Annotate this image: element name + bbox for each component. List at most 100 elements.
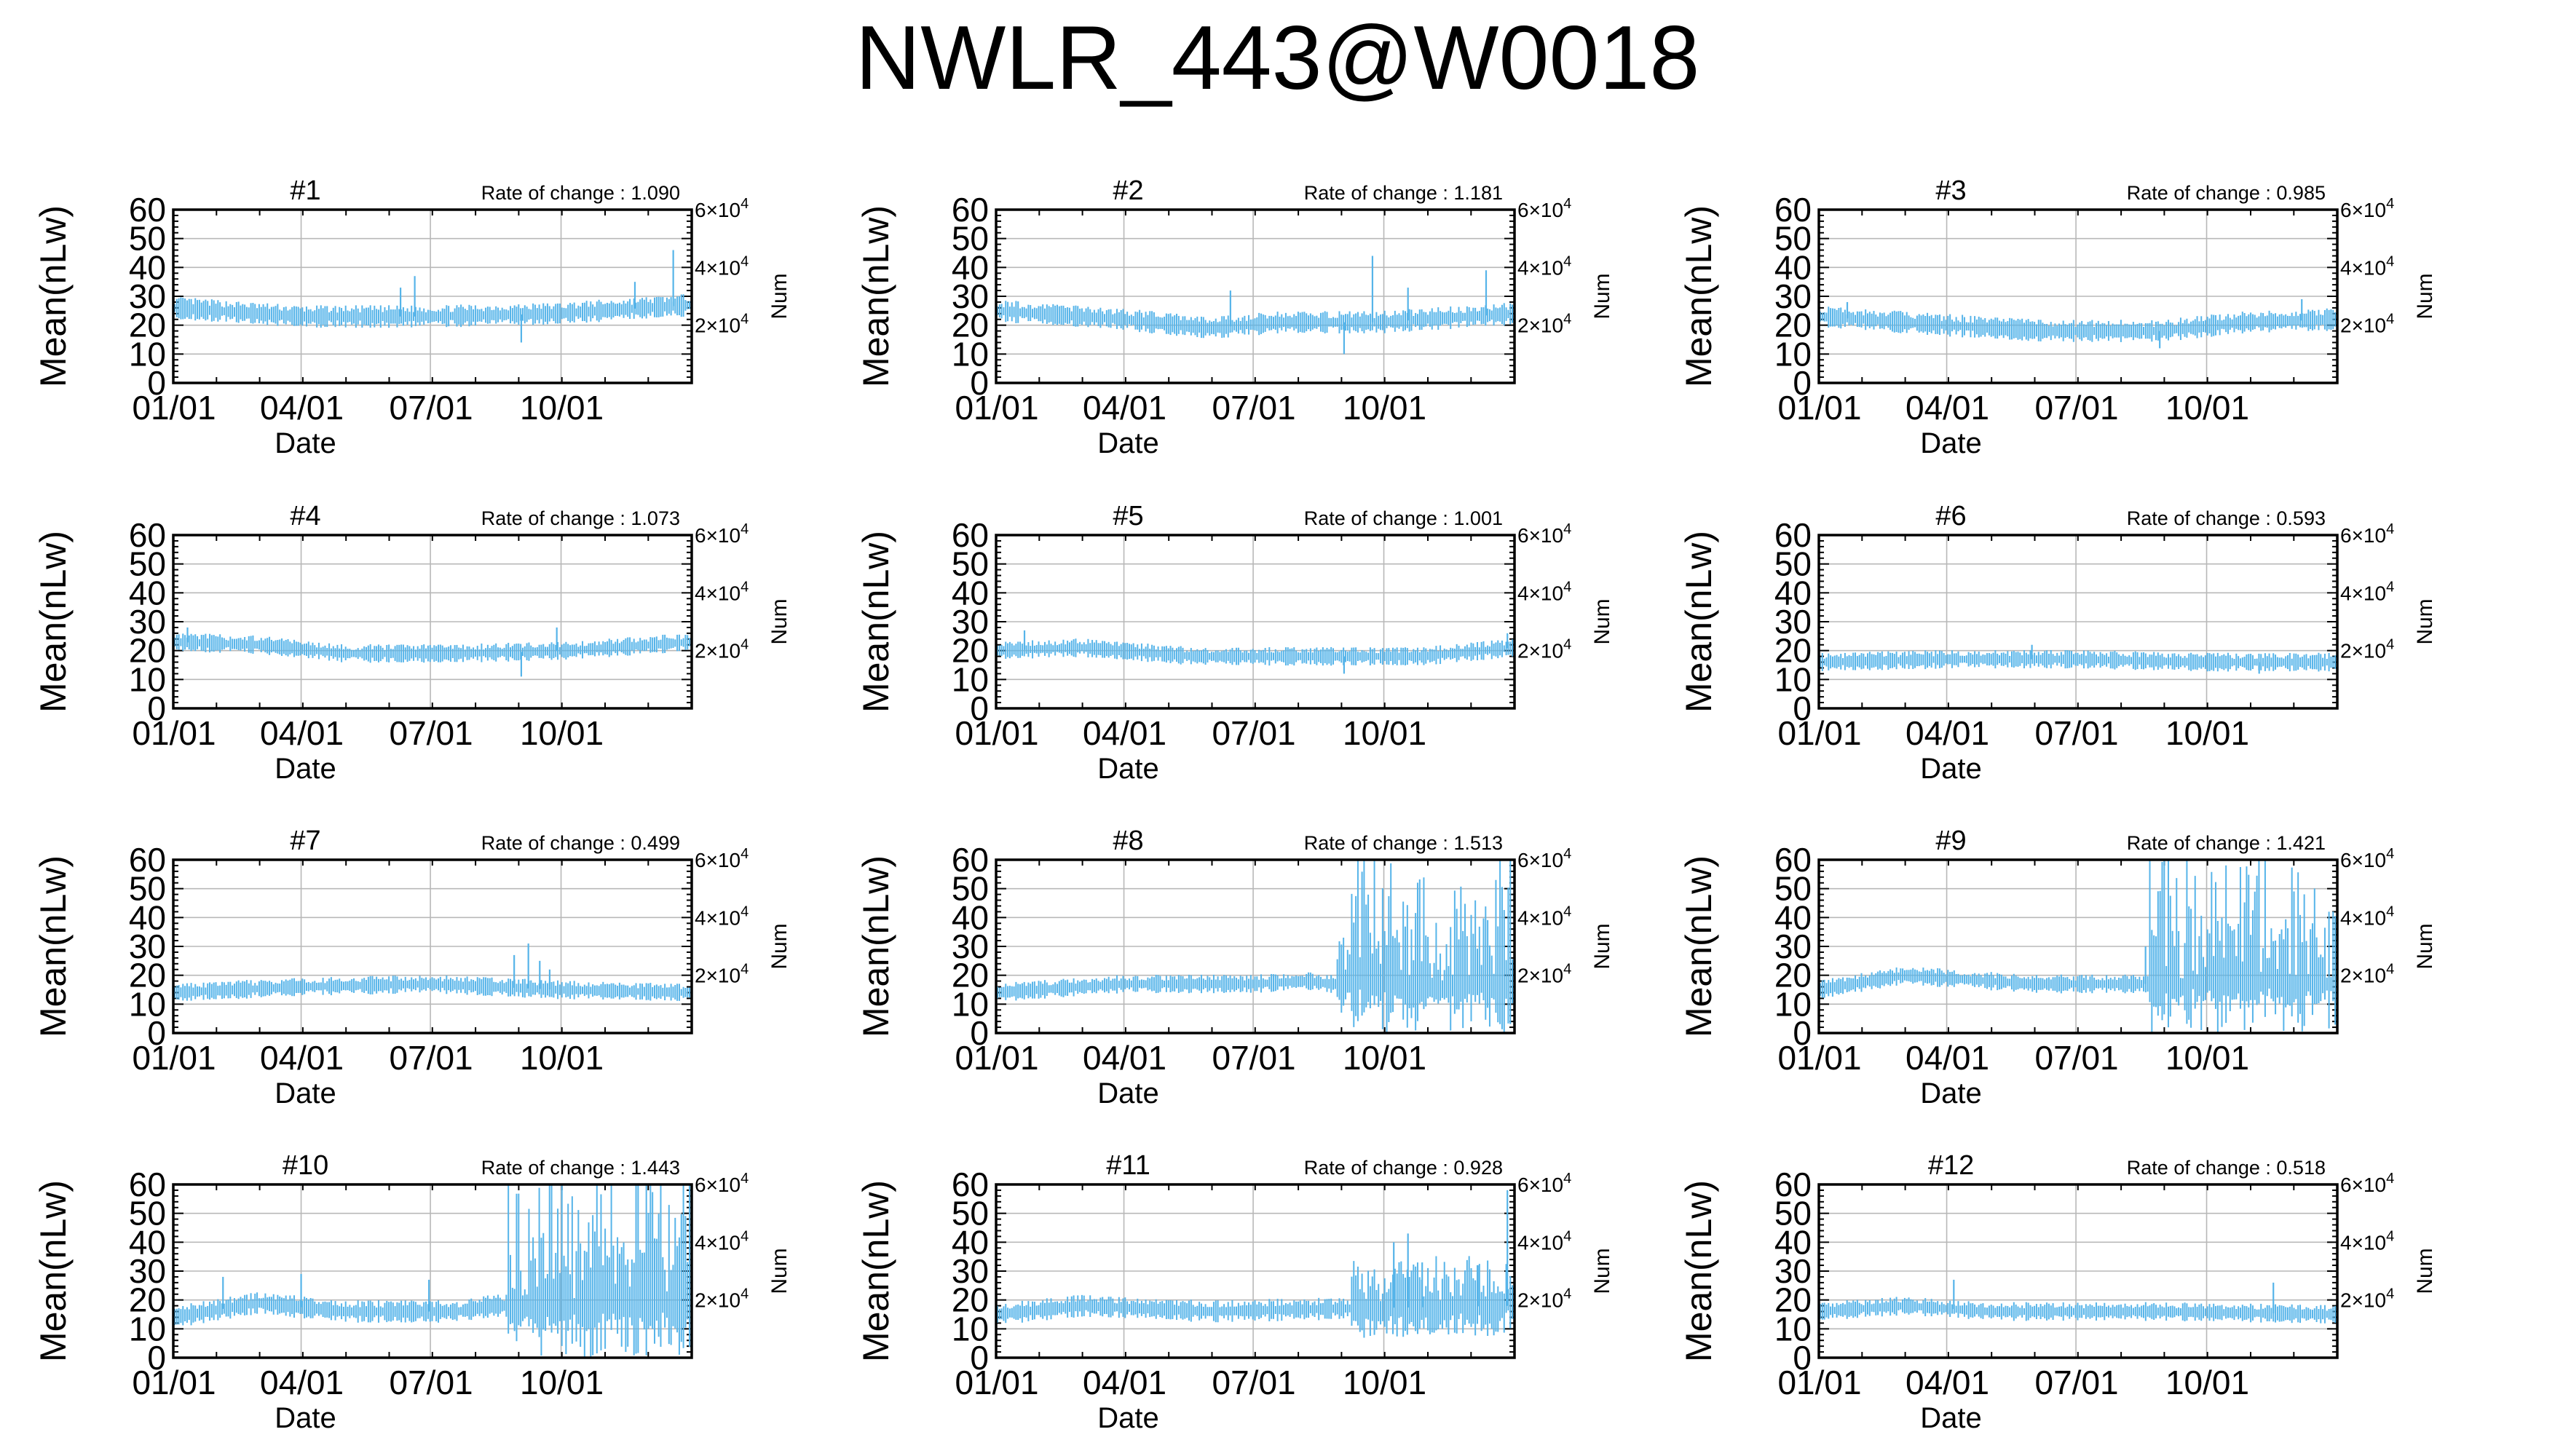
y2-axis-label: Num [767, 923, 791, 969]
y-tick-label: 20 [129, 632, 166, 670]
y2-axis-label: Num [2413, 273, 2437, 319]
y-tick-label: 60 [1774, 1166, 1812, 1203]
y2-tick-label: 2×104 [2340, 312, 2394, 337]
plot-frame [1817, 1183, 2339, 1359]
y-tick-label: 10 [1774, 335, 1812, 373]
series-mean [1819, 1279, 2338, 1324]
y-axis-label: Mean(nLw) [1678, 531, 1719, 713]
y2-tick-label: 6×104 [2340, 196, 2394, 221]
figure-title: NWLR_443@W0018 [855, 8, 1700, 108]
y2-axis-label: Num [2413, 923, 2437, 969]
y-tick-label: 0 [1793, 364, 1812, 402]
y-tick-label: 10 [1774, 660, 1812, 698]
y-tick-label: 20 [129, 957, 166, 994]
y-tick-label: 20 [952, 306, 989, 344]
y2-tick-label: 2×104 [695, 637, 749, 662]
y2-tick-label: 2×104 [695, 312, 749, 337]
y2-axis-label: Num [1590, 1248, 1614, 1294]
plot-frame [172, 208, 693, 384]
y-tick-label: 30 [952, 1252, 989, 1290]
y2-tick-label: 2×104 [695, 1286, 749, 1312]
y2-axis-label: Num [1590, 598, 1614, 644]
y-tick-label: 60 [129, 1166, 166, 1203]
y-tick-label: 10 [952, 335, 989, 373]
y-tick-label: 30 [952, 603, 989, 641]
x-axis-label: Date [1920, 427, 1982, 459]
y2-tick-label: 4×104 [695, 903, 749, 929]
y-tick-label: 10 [129, 335, 166, 373]
y-tick-label: 50 [952, 220, 989, 258]
y-tick-label: 20 [952, 1281, 989, 1319]
x-tick-label: 07/01 [390, 389, 473, 427]
y-tick-label: 60 [129, 191, 166, 229]
y2-axis-label: Num [767, 1248, 791, 1294]
y2-tick-label: 4×104 [2340, 579, 2394, 604]
y2-axis-label: Num [1590, 923, 1614, 969]
y2-tick-label: 2×104 [1517, 962, 1571, 987]
y-tick-label: 30 [1774, 1252, 1812, 1290]
x-tick-label: 01/01 [1777, 389, 1861, 427]
y-tick-label: 50 [952, 870, 989, 908]
series-mean [996, 860, 1515, 1033]
y-tick-label: 60 [952, 516, 989, 554]
y-tick-label: 50 [129, 1195, 166, 1233]
y2-tick-label: 6×104 [695, 196, 749, 221]
series-mean [173, 627, 692, 677]
y-tick-label: 30 [952, 927, 989, 965]
panel-title: #1 [290, 175, 320, 206]
x-tick-label: 07/01 [2035, 1039, 2119, 1077]
y2-tick-label: 6×104 [695, 1171, 749, 1196]
y-tick-label: 30 [129, 927, 166, 965]
x-tick-label: 07/01 [2035, 389, 2119, 427]
y-tick-label: 40 [129, 898, 166, 936]
x-tick-label: 01/01 [955, 389, 1038, 427]
y-tick-label: 60 [1774, 841, 1812, 879]
x-tick-label: 01/01 [955, 1364, 1038, 1401]
y2-axis-label: Num [767, 273, 791, 319]
y-tick-label: 10 [1774, 985, 1812, 1023]
y-axis-label: Mean(nLw) [1678, 205, 1719, 387]
panel-title: #6 [1935, 501, 1966, 531]
rate-of-change: Rate of change : 0.593 [2127, 507, 2326, 529]
rate-of-change: Rate of change : 0.985 [2127, 182, 2326, 204]
series-mean [1819, 298, 2338, 349]
x-tick-label: 01/01 [955, 1039, 1038, 1077]
y2-tick-label: 4×104 [695, 253, 749, 279]
y-tick-label: 10 [129, 1310, 166, 1348]
y-tick-label: 10 [129, 985, 166, 1023]
y-tick-label: 40 [129, 1223, 166, 1261]
y-tick-label: 20 [1774, 957, 1812, 994]
x-tick-label: 01/01 [1777, 714, 1861, 752]
y-tick-label: 20 [1774, 306, 1812, 344]
panel-title: #4 [290, 501, 320, 531]
x-tick-label: 10/01 [1343, 714, 1426, 752]
series-mean [1819, 860, 2338, 1033]
y-tick-label: 50 [1774, 220, 1812, 258]
x-tick-label: 04/01 [260, 389, 344, 427]
x-tick-label: 10/01 [1343, 1364, 1426, 1401]
y2-tick-label: 2×104 [1517, 312, 1571, 337]
y-tick-label: 0 [147, 364, 166, 402]
x-tick-label: 04/01 [1083, 1364, 1166, 1401]
series-mean [1819, 644, 2338, 674]
y-axis-label: Mean(nLw) [33, 205, 74, 387]
y-tick-label: 10 [1774, 1310, 1812, 1348]
y-axis-label: Mean(nLw) [33, 855, 74, 1037]
x-tick-label: 04/01 [1083, 714, 1166, 752]
x-tick-label: 07/01 [1212, 389, 1296, 427]
rate-of-change: Rate of change : 0.518 [2127, 1157, 2326, 1179]
y2-tick-label: 2×104 [2340, 962, 2394, 987]
y-axis-label: Mean(nLw) [33, 1180, 74, 1362]
y-tick-label: 30 [129, 277, 166, 315]
x-tick-label: 10/01 [2165, 714, 2249, 752]
x-tick-label: 07/01 [390, 714, 473, 752]
y2-axis-label: Num [2413, 1248, 2437, 1294]
x-tick-label: 10/01 [1343, 1039, 1426, 1077]
x-tick-label: 07/01 [2035, 714, 2119, 752]
x-tick-label: 01/01 [1777, 1039, 1861, 1077]
y2-tick-label: 2×104 [2340, 637, 2394, 662]
